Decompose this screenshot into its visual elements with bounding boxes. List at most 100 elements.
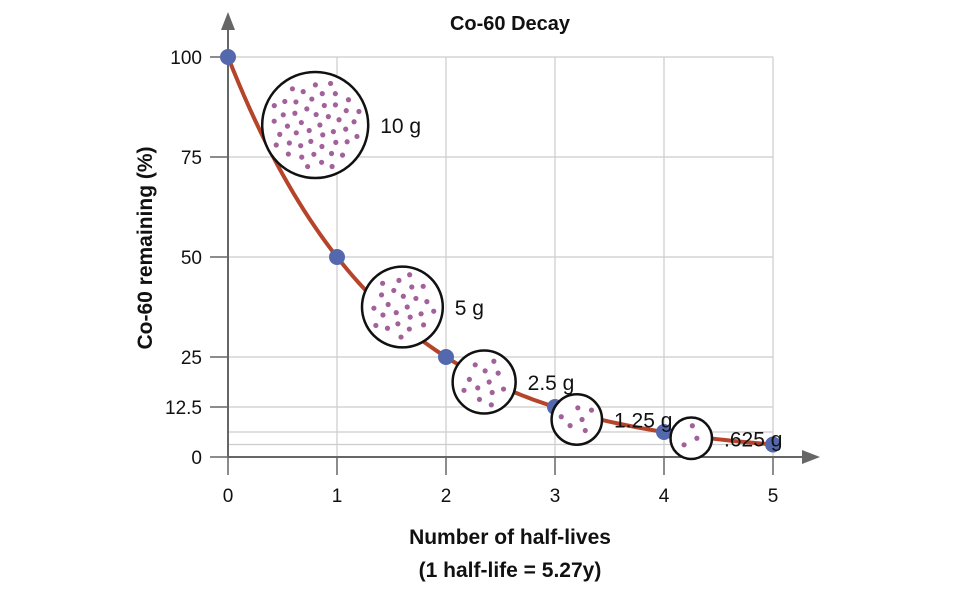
particle-dot [681,442,687,448]
particle-dot [293,99,299,105]
particle-dot [431,308,437,314]
particle-dot [343,126,349,132]
axes [210,12,820,475]
particle-dot [495,370,501,376]
particle-dot [282,98,288,105]
y-tick-label: 0 [191,448,202,469]
x-tick-label: 5 [768,486,779,507]
particle-dot [409,284,415,290]
particle-dot [320,132,326,138]
particle-dot [371,305,377,311]
particle-dot [420,322,427,328]
sample-mass-label: .625 g [724,428,782,451]
particle-dot [396,277,402,283]
particle-dot [344,139,350,145]
data-point [656,424,672,440]
x-axis-arrow [802,450,820,464]
particle-dot [466,376,472,382]
particle-dot [313,111,319,118]
particle-dot [380,312,386,318]
particle-dot [404,304,410,310]
data-point [329,249,345,265]
particle-dot [319,91,325,97]
y-tick-label: 100 [170,48,202,69]
particle-dot [321,102,327,109]
particle-dot [500,386,507,392]
particle-dot [398,334,404,340]
sample-mass-label: 5 g [455,297,484,320]
particle-dot [293,130,299,136]
particle-dot [343,108,349,114]
particle-dot [488,402,494,408]
particle-dot [575,405,581,411]
particle-dot [491,358,497,364]
particle-dot [489,389,495,396]
particle-dot [588,407,595,413]
particle-dot [339,152,346,158]
particle-dot [332,91,338,97]
data-point [220,49,236,65]
particle-dot [332,102,339,108]
x-axis-subtitle: (1 half-life = 5.27y) [419,559,602,582]
particle-dot [330,129,336,135]
particle-dot [329,163,335,170]
sample-group: 5 g [360,265,484,349]
y-tick-label: 12.5 [165,398,202,419]
particle-dot [271,103,277,109]
sample-circle [669,416,714,461]
particle-dot [300,89,306,95]
particle-dot [567,423,573,429]
particle-dot [286,140,292,146]
particle-dot [325,114,331,120]
particle-dot [378,292,385,298]
grid [228,56,774,457]
particle-dot [579,416,585,423]
particle-dot [328,150,335,157]
particle-dot [305,163,311,170]
particle-dot [472,362,478,368]
particle-dot [304,106,310,112]
tick-labels: 0 12.5 25 50 75 100 0 1 2 3 4 5 [165,48,778,507]
x-tick-label: 3 [550,486,561,507]
sample-group: .625 g [669,416,782,461]
particle-dot [351,119,357,125]
data-point [438,349,454,365]
particle-dot [298,143,304,149]
x-tick-label: 2 [441,486,452,507]
particle-dot [277,131,283,137]
y-tick-label: 50 [181,248,202,269]
particle-dot [475,385,481,391]
x-axis-title: Number of half-lives [409,526,611,549]
particle-dot [373,322,379,329]
sample-group: 1.25 g [550,393,672,446]
particle-dot [395,321,401,327]
particle-dot [308,138,314,144]
particle-dot [482,368,488,374]
particle-dot [312,82,318,88]
particle-dot [476,396,483,403]
particle-dot [380,280,386,286]
particle-dot [333,139,339,145]
particle-dot [418,311,424,317]
y-tick-label: 25 [181,348,202,369]
particle-dot [273,142,279,148]
particle-dot [298,119,304,126]
particle-dot [311,151,317,157]
particle-dot [317,122,323,128]
particle-dot [328,80,334,87]
particle-dot [280,112,286,118]
sample-circle [260,70,370,180]
particle-dot [486,379,492,385]
x-tick-label: 1 [332,486,343,507]
particle-dot [354,133,360,140]
particle-dot [461,387,467,393]
particle-dot [306,127,312,134]
particle-dot [299,154,305,160]
particle-dot [336,117,342,123]
particle-dot [285,151,291,157]
particle-dot [271,118,277,124]
particle-dot [319,143,325,150]
particle-dot [385,301,391,308]
sample-group: 10 g [260,70,421,180]
